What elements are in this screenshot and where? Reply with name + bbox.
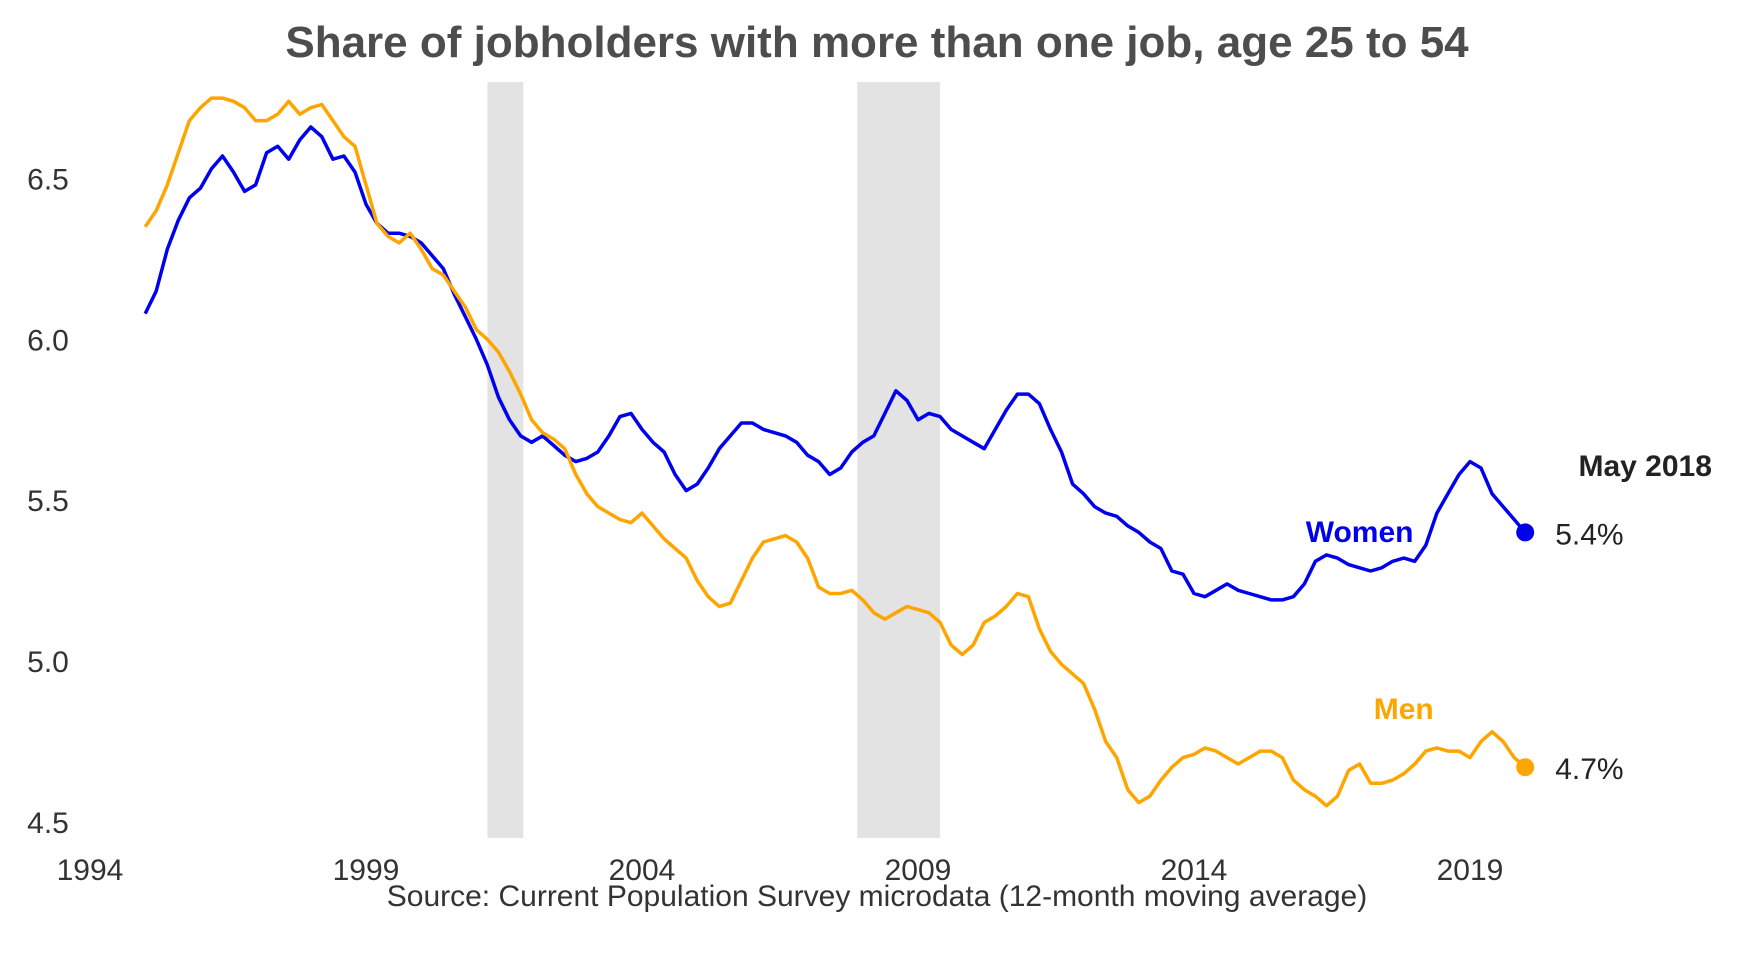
y-tick-label: 6.0 [27,324,69,357]
series-label-men: Men [1374,693,1434,726]
y-axis-ticks: 4.5 5.0 5.5 6.0 6.5 [27,164,69,840]
series-labels: 5.4% Women 4.7% Men May 2018 [1306,450,1712,786]
series-lines [143,96,1535,808]
y-tick-label: 5.0 [27,646,69,679]
series-line-men [143,96,1527,808]
endpoint-value-men: 4.7% [1555,753,1623,786]
recession-band-2 [857,82,941,838]
x-tick-label: 1994 [57,854,124,887]
chart-title: Share of jobholders with more than one j… [285,18,1469,67]
x-tick-label: 2014 [1161,854,1228,887]
source-note: Source: Current Population Survey microd… [386,880,1368,913]
endpoint-marker-men [1516,758,1535,777]
x-tick-label: 2004 [609,854,676,887]
endpoint-value-women: 5.4% [1555,518,1623,551]
y-tick-label: 5.5 [27,485,69,518]
x-tick-label: 2009 [885,854,952,887]
recession-bands [487,82,941,838]
y-tick-label: 6.5 [27,164,69,197]
recession-band-1 [487,82,524,838]
x-tick-label: 2019 [1437,854,1504,887]
x-tick-label: 1999 [333,854,400,887]
series-label-women: Women [1306,516,1414,549]
y-tick-label: 4.5 [27,807,69,840]
endpoint-marker-women [1516,523,1535,542]
annotation-date: May 2018 [1578,450,1711,483]
x-axis-ticks: 1994 1999 2004 2009 2014 2019 [57,854,1504,887]
